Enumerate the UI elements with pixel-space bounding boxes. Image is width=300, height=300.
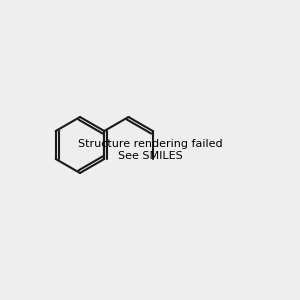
Text: Structure rendering failed
See SMILES: Structure rendering failed See SMILES <box>78 139 222 161</box>
